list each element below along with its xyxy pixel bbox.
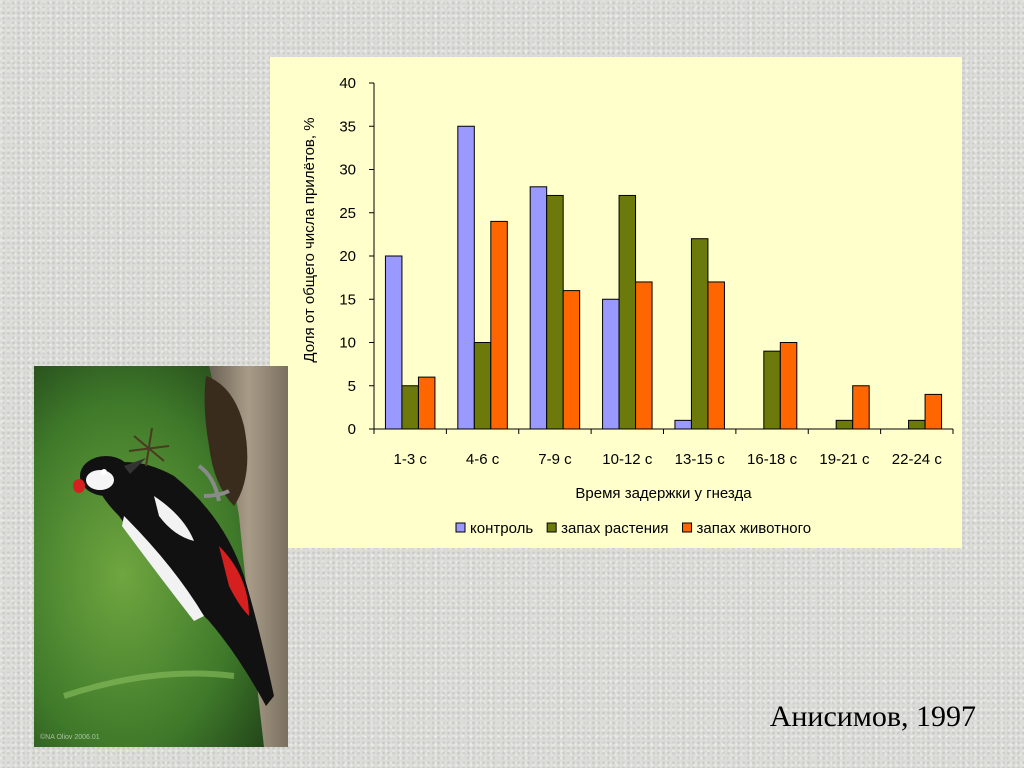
x-tick-label: 10-12 с xyxy=(602,451,653,468)
bar-1 xyxy=(529,186,548,430)
y-tick-label: 25 xyxy=(339,205,356,222)
bar-2 xyxy=(401,385,419,430)
legend-label-2: запах растения xyxy=(561,520,668,537)
bar-1 xyxy=(674,419,692,430)
bar-2 xyxy=(763,350,781,430)
bar-3 xyxy=(779,342,798,430)
bar-1 xyxy=(602,298,620,430)
bar-2 xyxy=(835,419,854,430)
legend-swatch-3 xyxy=(682,522,693,533)
bar-1 xyxy=(384,255,403,430)
bar-3 xyxy=(924,393,943,430)
bar-2 xyxy=(908,419,926,430)
x-tick-label: 16-18 с xyxy=(747,451,798,468)
chart-panel: 0 5 10 15 20 25 30 35 40 1-3 с 4-6 с 7-9 с 10-12 с 13… xyxy=(270,57,962,548)
x-tick-label: 4-6 с xyxy=(466,451,500,468)
y-tick-label: 35 xyxy=(339,118,356,135)
x-tick-label: 1-3 с xyxy=(394,451,428,468)
legend-swatch-2 xyxy=(546,522,557,533)
legend-label-3: запах животного xyxy=(697,520,812,537)
x-tick-label: 22-24 с xyxy=(892,451,943,468)
y-tick-label: 15 xyxy=(339,291,356,308)
bar-2 xyxy=(473,342,492,430)
woodpecker-photo: ©NA Oliov 2006.01 xyxy=(34,366,288,747)
photo-credit: ©NA Oliov 2006.01 xyxy=(40,734,100,741)
x-tick-label: 19-21 с xyxy=(819,451,870,468)
y-tick-label: 10 xyxy=(339,335,356,352)
y-tick-label: 30 xyxy=(339,162,356,179)
y-tick-label: 5 xyxy=(348,378,356,395)
bar-3 xyxy=(490,220,508,430)
bar-2 xyxy=(690,238,709,430)
bar-3 xyxy=(707,281,725,430)
x-tick-label: 13-15 с xyxy=(675,451,726,468)
y-tick-label: 0 xyxy=(348,421,356,438)
bar-1 xyxy=(457,125,475,430)
y-axis-title: Доля от общего числа прилётов, % xyxy=(301,117,318,362)
citation: Анисимов, 1997 xyxy=(769,700,976,733)
legend-label-1: контроль xyxy=(470,520,533,537)
x-tick-label: 7-9 с xyxy=(538,451,572,468)
bar-3 xyxy=(417,376,436,430)
legend-swatch-1 xyxy=(455,522,466,533)
y-tick-label: 20 xyxy=(339,248,356,265)
bar-chart: 0 5 10 15 20 25 30 35 40 1-3 с 4-6 с 7-9 с 10-12 с 13… xyxy=(301,75,954,537)
bar-2 xyxy=(546,194,564,430)
x-axis-title: Время задержки у гнезда xyxy=(575,485,752,502)
y-tick-label: 40 xyxy=(339,75,356,92)
bar-2 xyxy=(618,194,637,430)
bar-3 xyxy=(852,385,870,430)
bar-3 xyxy=(562,290,581,430)
bar-3 xyxy=(635,281,653,430)
